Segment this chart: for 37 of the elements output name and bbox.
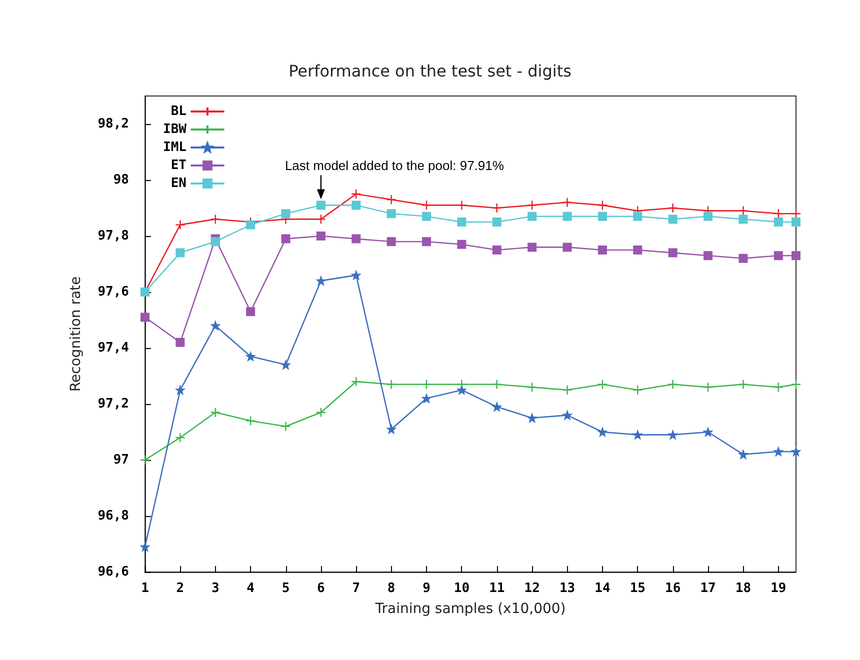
x-tick-label: 12 [524, 581, 540, 596]
y-tick-label: 97,8 [98, 228, 130, 244]
x-tick-label: 6 [317, 581, 326, 596]
x-tick-label: 15 [630, 581, 646, 596]
legend-label: ET [170, 158, 187, 173]
y-tick-label: 97 [113, 452, 129, 468]
y-tick-label: 96,8 [98, 508, 130, 524]
x-tick-label: 11 [489, 581, 505, 596]
x-tick-label: 2 [176, 581, 184, 596]
y-tick-label: 98 [113, 172, 130, 188]
x-tick-label: 9 [422, 581, 430, 596]
x-axis-title: Training samples (x10,000) [374, 601, 566, 617]
y-tick-label: 98,2 [98, 116, 129, 132]
x-tick-label: 8 [387, 581, 396, 596]
y-tick-label: 97,2 [98, 396, 129, 412]
x-tick-label: 5 [282, 581, 290, 596]
x-tick-label: 10 [454, 581, 470, 596]
chart-title: Performance on the test set - digits [288, 62, 572, 80]
y-tick-label: 96,6 [98, 564, 130, 580]
x-tick-label: 18 [735, 581, 752, 596]
x-tick-label: 19 [770, 581, 786, 596]
x-tick-label: 16 [665, 581, 681, 596]
y-tick-label: 97,4 [98, 340, 130, 356]
x-tick-label: 13 [559, 581, 576, 596]
x-tick-label: 14 [594, 581, 610, 596]
x-tick-label: 3 [211, 581, 220, 596]
x-tick-label: 17 [700, 581, 716, 596]
x-tick-label: 4 [246, 581, 255, 596]
y-axis-title: Recognition rate [68, 276, 84, 392]
legend-label: BL [170, 104, 187, 119]
legend-label: EN [170, 176, 187, 191]
x-tick-label: 7 [352, 581, 360, 596]
legend-label: IBW [162, 122, 187, 137]
annotation: Last model added to the pool: 97.91% [284, 158, 504, 174]
y-tick-label: 97,6 [98, 284, 130, 300]
legend-label: IML [162, 140, 187, 155]
x-tick-label: 1 [141, 581, 150, 596]
